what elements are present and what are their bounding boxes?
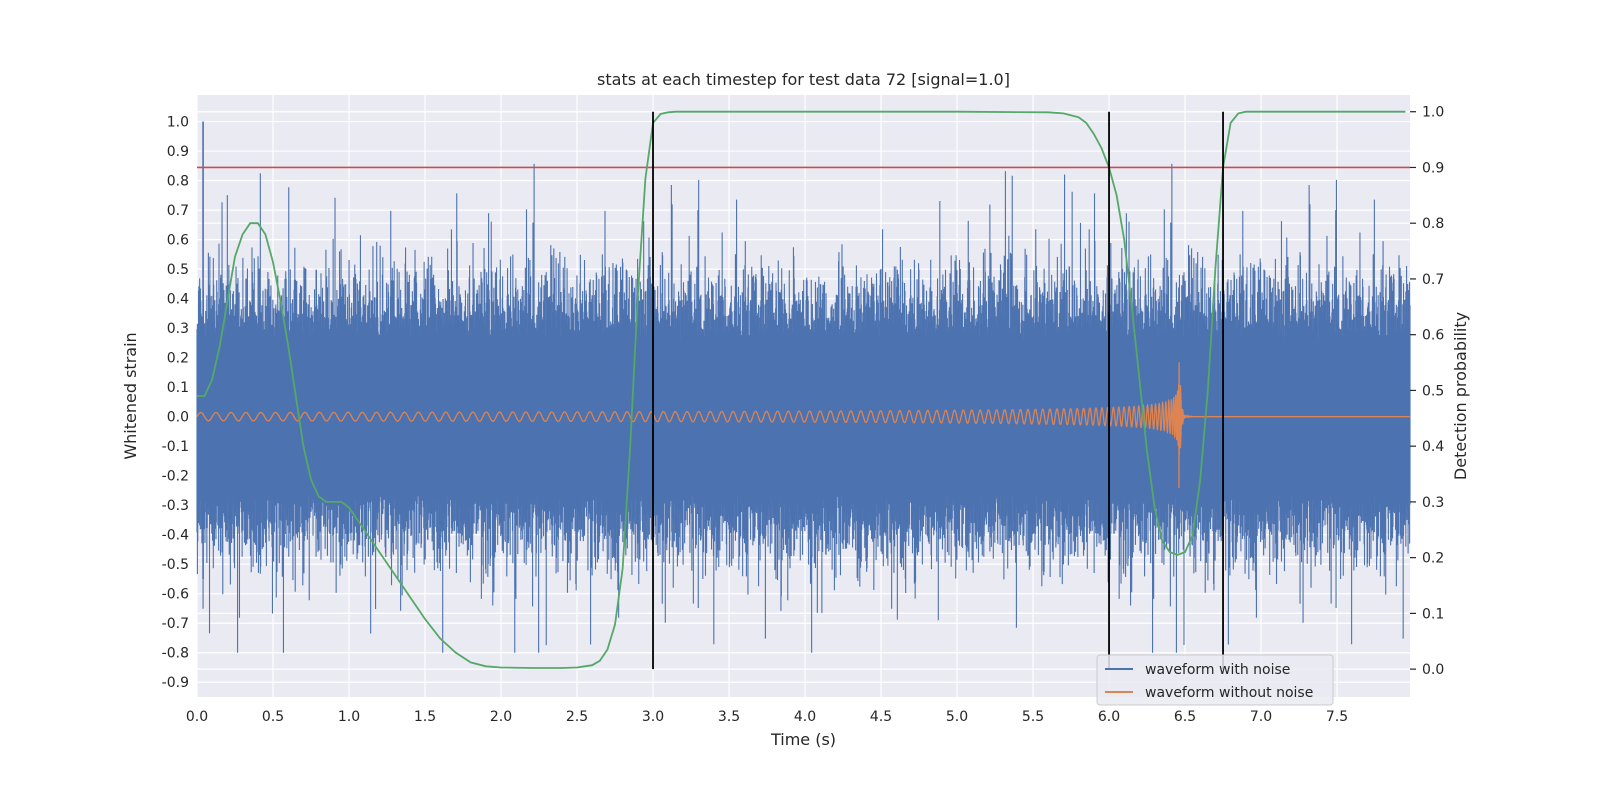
chart-title: stats at each timestep for test data 72 …	[597, 70, 1010, 89]
y-left-tick-label-16: -0.6	[162, 587, 189, 603]
legend-box	[1096, 654, 1334, 706]
x-tick-label-10: 5.0	[946, 709, 968, 725]
y-left-tick-label-15: -0.5	[162, 557, 189, 573]
y-right-axis-ticks: 1.0 0.9 0.8 0.7 0.6 0.5 0.4 0.3 0.2 0.1 0.0	[1410, 105, 1444, 678]
y-left-tick-label-10: 0.0	[167, 410, 189, 426]
clean-waveform-path	[196, 362, 1410, 488]
waveform-with-noise-series	[196, 121, 1411, 653]
y-right-tick-label-0: 1.0	[1422, 105, 1444, 121]
x-tick-label-15: 7.5	[1326, 709, 1348, 725]
y-right-tick-label-1: 0.9	[1422, 160, 1444, 176]
y-left-tick-label-8: 0.2	[167, 351, 189, 367]
y-right-tick-label-8: 0.2	[1422, 551, 1444, 567]
x-tick-label-11: 5.5	[1022, 709, 1044, 725]
y-left-tick-label-3: 0.7	[167, 203, 189, 219]
x-tick-label-12: 6.0	[1098, 709, 1120, 725]
y-left-tick-label-6: 0.4	[167, 292, 189, 308]
x-tick-label-7: 3.5	[718, 709, 740, 725]
y-right-axis-label: Detection probability	[1451, 312, 1470, 480]
x-tick-label-6: 3.0	[642, 709, 664, 725]
y-left-axis-ticks: 1.0 0.9 0.8 0.7 0.6 0.5 0.4 0.3 0.2 0.1 0.0 -0.1 -0.…	[162, 115, 189, 692]
y-right-tick-label-9: 0.1	[1422, 606, 1444, 622]
x-tick-label-4: 2.0	[490, 709, 512, 725]
noise-waveform-path	[196, 163, 1411, 653]
vertical-markers	[652, 111, 1224, 670]
x-tick-label-3: 1.5	[414, 709, 436, 725]
y-right-tick-label-5: 0.5	[1422, 383, 1444, 399]
y-left-tick-label-13: -0.3	[162, 498, 189, 514]
y-left-tick-label-2: 0.8	[167, 174, 189, 190]
x-tick-label-13: 6.5	[1174, 709, 1196, 725]
x-tick-label-14: 7.0	[1250, 709, 1272, 725]
y-left-tick-label-18: -0.8	[162, 646, 189, 662]
y-right-tick-label-2: 0.8	[1422, 216, 1444, 232]
detection-probability-series	[197, 110, 1406, 669]
y-right-tick-label-10: 0.0	[1422, 662, 1444, 678]
x-axis-label: Time (s)	[770, 730, 836, 749]
x-tick-label-5: 2.5	[566, 709, 588, 725]
y-right-tick-label-4: 0.6	[1422, 328, 1444, 344]
legend-label-noise: waveform with noise	[1145, 662, 1290, 678]
y-right-tick-label-7: 0.3	[1422, 495, 1444, 511]
y-left-tick-label-7: 0.3	[167, 321, 189, 337]
detection-probability-path	[197, 110, 1406, 669]
y-left-tick-label-14: -0.4	[162, 528, 189, 544]
y-right-tick-label-3: 0.7	[1422, 272, 1444, 288]
y-left-tick-label-5: 0.5	[167, 262, 189, 278]
legend-label-clean: waveform without noise	[1145, 685, 1313, 701]
y-right-tick-label-6: 0.4	[1422, 439, 1444, 455]
y-left-tick-label-0: 1.0	[167, 115, 189, 131]
x-tick-label-9: 4.5	[870, 709, 892, 725]
y-left-tick-label-1: 0.9	[167, 144, 189, 160]
y-left-tick-label-17: -0.7	[162, 616, 189, 632]
x-tick-label-8: 4.0	[794, 709, 816, 725]
x-axis-ticks: 0.0 0.5 1.0 1.5 2.0 2.5 3.0 3.5 4.0 4.5 5.0 5.5 6.0 6…	[186, 709, 1348, 725]
x-tick-label-0: 0.0	[186, 709, 208, 725]
legend: waveform with noise waveform without noi…	[1096, 654, 1334, 706]
waveform-without-noise-series	[196, 362, 1410, 488]
y-left-tick-label-11: -0.1	[162, 439, 189, 455]
y-left-tick-label-19: -0.9	[162, 675, 189, 691]
y-left-tick-label-12: -0.2	[162, 469, 189, 485]
x-tick-label-2: 1.0	[338, 709, 360, 725]
y-left-tick-label-4: 0.6	[167, 233, 189, 249]
y-left-axis-label: Whitened strain	[121, 332, 140, 459]
y-left-tick-label-9: 0.1	[167, 380, 189, 396]
x-tick-label-1: 0.5	[262, 709, 284, 725]
